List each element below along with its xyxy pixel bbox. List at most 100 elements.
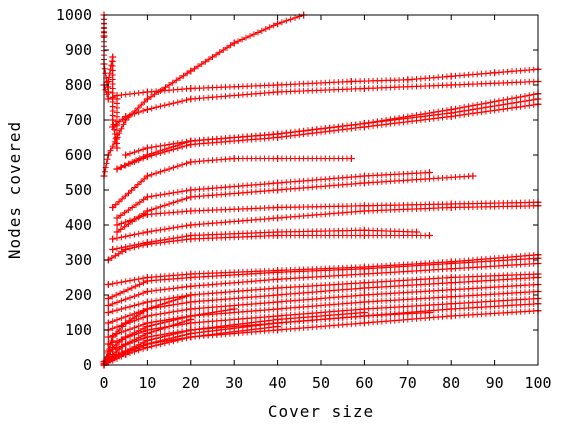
series-s14 [104, 232, 433, 264]
data-point [143, 228, 151, 236]
series-markers [105, 300, 541, 354]
data-point [360, 172, 368, 180]
x-tick-label: 100 [524, 374, 551, 392]
data-point [104, 281, 112, 288]
data-point [187, 95, 195, 103]
data-point [274, 316, 282, 323]
y-tick-label: 400 [65, 216, 92, 234]
data-point [109, 53, 117, 61]
data-point [447, 312, 455, 320]
series-s4 [109, 78, 542, 131]
data-point [404, 76, 412, 84]
data-point [143, 95, 151, 103]
data-point [447, 293, 455, 301]
data-point [347, 78, 355, 85]
series-s8 [109, 155, 355, 211]
data-point [426, 309, 433, 316]
data-point [274, 275, 282, 283]
data-point [143, 106, 151, 113]
data-point [447, 305, 455, 313]
data-point [104, 319, 112, 327]
data-point [469, 172, 477, 180]
data-point [187, 221, 195, 229]
y-tick-label: 700 [65, 111, 92, 129]
data-point [274, 186, 282, 194]
data-point [230, 39, 238, 47]
data-point [187, 333, 195, 341]
data-point [447, 113, 455, 120]
data-point [104, 309, 112, 316]
series-line [108, 254, 539, 286]
data-point [274, 305, 282, 313]
data-point [360, 270, 368, 278]
data-point [187, 85, 195, 92]
tick-layer: 0 10 20 30 40 50 60 70 80 90 100010020030040050060… [56, 6, 552, 392]
data-point [274, 291, 282, 299]
data-point [122, 151, 130, 159]
data-point [360, 291, 368, 299]
data-point [109, 116, 117, 124]
data-point [187, 316, 195, 323]
y-tick-label: 300 [65, 251, 92, 269]
data-point [122, 246, 130, 253]
data-point [143, 330, 151, 337]
series-s17 [104, 260, 542, 309]
series-s7 [113, 100, 542, 173]
data-point [109, 246, 117, 253]
series-line [116, 171, 430, 219]
series-s13 [109, 226, 420, 253]
series-s15 [104, 251, 542, 288]
x-tick-label: 30 [225, 374, 243, 392]
data-point [109, 351, 117, 358]
series-s6 [113, 95, 542, 173]
data-point [187, 193, 195, 201]
series-markers [122, 90, 541, 158]
data-point [104, 78, 112, 85]
data-point [447, 265, 455, 273]
data-point [113, 165, 121, 173]
data-point [274, 204, 282, 211]
series-s16 [104, 254, 542, 302]
data-point [447, 286, 455, 294]
series-markers [114, 96, 541, 172]
series-s3 [347, 65, 542, 85]
data-point [274, 134, 282, 141]
x-tick-label: 70 [399, 374, 417, 392]
data-point [143, 277, 151, 285]
series-markers [109, 155, 355, 211]
data-point [274, 88, 282, 96]
x-tick-label: 10 [138, 374, 156, 392]
data-point [347, 155, 355, 162]
x-tick-label: 50 [312, 374, 330, 392]
data-point [187, 207, 195, 215]
data-point [187, 298, 195, 306]
y-tick-label: 1000 [56, 6, 92, 24]
data-point [274, 20, 282, 28]
data-point [113, 228, 121, 236]
series-markers [105, 251, 541, 288]
data-point [426, 169, 433, 176]
series-s10 [113, 172, 477, 236]
data-point [230, 155, 238, 162]
data-point [187, 274, 195, 281]
data-point [122, 333, 130, 341]
y-tick-label: 200 [65, 286, 92, 304]
data-point [360, 179, 368, 187]
data-point [143, 312, 151, 320]
series-line [116, 103, 539, 170]
data-point [122, 319, 130, 327]
data-point [360, 123, 368, 131]
series-s23 [104, 300, 542, 355]
data-point [447, 204, 455, 211]
x-tick-label: 80 [442, 374, 460, 392]
data-point [143, 298, 151, 306]
series-markers [109, 78, 541, 130]
data-point [360, 85, 368, 92]
data-point [104, 302, 112, 309]
y-tick-label: 0 [83, 356, 92, 374]
data-point [122, 113, 130, 120]
series-line [103, 311, 430, 363]
y-tick-label: 800 [65, 76, 92, 94]
data-point [274, 179, 282, 187]
data-point [109, 204, 117, 211]
